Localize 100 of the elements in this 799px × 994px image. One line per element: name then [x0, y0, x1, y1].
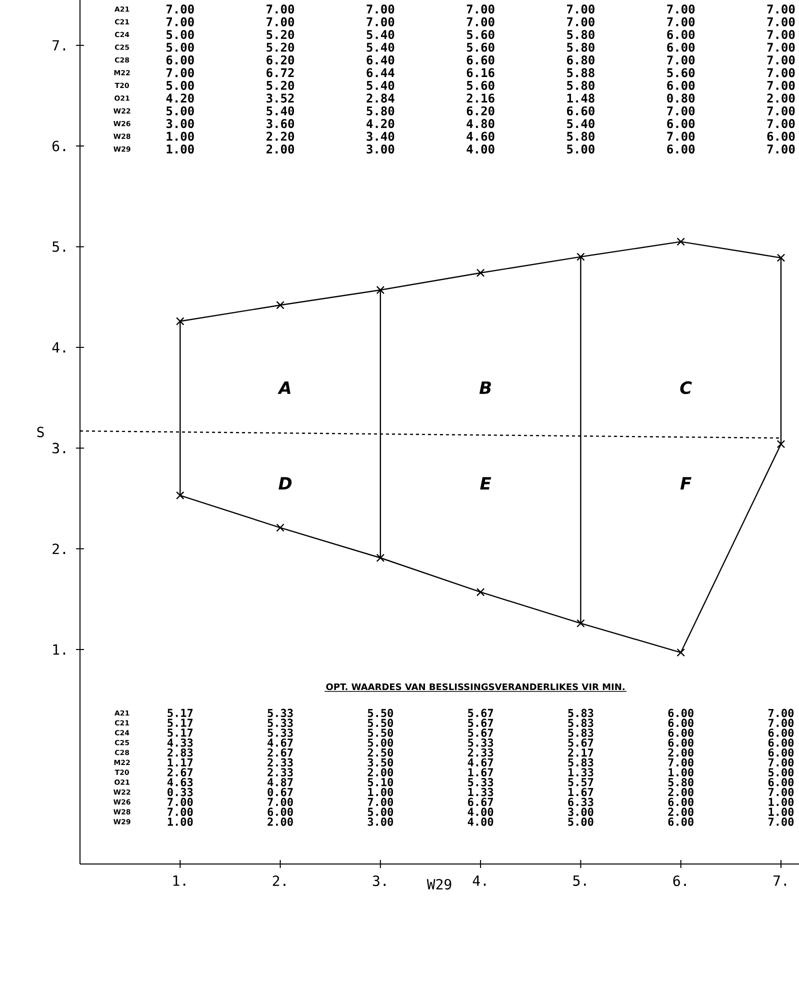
- annotation: 6.00: [668, 728, 694, 737]
- annotation: 2.67: [268, 748, 293, 757]
- annotation: 0.67: [268, 788, 293, 796]
- annotation: 3.00: [368, 818, 393, 826]
- annotation: 5.33: [468, 778, 494, 786]
- annotation: 6.00: [667, 144, 695, 154]
- annotation: 5.40: [567, 119, 594, 128]
- x-tick-label: 2.: [272, 876, 286, 886]
- x-tick-label: 5.: [573, 876, 586, 886]
- annotation: 5.40: [366, 80, 394, 90]
- annotation: 5.20: [266, 30, 294, 40]
- annotation: 7.00: [767, 55, 795, 65]
- annotation: 7.00: [266, 17, 294, 26]
- annotation: 5.20: [266, 80, 294, 90]
- annotation: 5.17: [168, 718, 193, 727]
- annotation: 5.17: [168, 708, 193, 718]
- annotation: 6.00: [768, 738, 794, 747]
- annotation: 6.20: [466, 106, 494, 116]
- annotation: 5.00: [368, 738, 393, 747]
- annotation: 5.80: [567, 42, 594, 52]
- annotation: 7.00: [768, 718, 794, 727]
- annotation: 1.17: [168, 758, 193, 766]
- annotation: 1.33: [468, 788, 494, 796]
- annotation: 7.00: [266, 4, 294, 14]
- annotation: 7.00: [767, 106, 795, 116]
- annotation: 5.83: [568, 708, 594, 718]
- annotation: 0.80: [667, 94, 695, 103]
- y-tick-label: 3.: [52, 442, 66, 454]
- annotation: 6.00: [667, 30, 695, 40]
- annotation: 6.00: [667, 119, 695, 128]
- annotation: 4.33: [167, 738, 193, 747]
- annotation: 3.00: [366, 144, 394, 154]
- annotation: 5.60: [466, 80, 494, 90]
- annotation: 2.33: [468, 748, 494, 757]
- annotation: 5.00: [166, 106, 194, 116]
- annotation: OPT. WAARDES VAN BESLISSINGSVERANDERLIKES VIR MIN.: [326, 683, 624, 690]
- annotation: 3.50: [368, 758, 393, 767]
- annotation: 1.00: [768, 798, 794, 806]
- x-tick-label: 6.: [673, 876, 686, 886]
- annotation: 7.00: [466, 17, 494, 26]
- annotation: 2.00: [266, 144, 294, 154]
- y-tick-label: 5.: [52, 242, 66, 252]
- annotation: 7.00: [466, 4, 494, 14]
- annotation: 2.00: [668, 808, 694, 816]
- annotation: 4.00: [468, 818, 494, 826]
- y-tick-label: 2.: [52, 544, 66, 554]
- annotation: 6.00: [768, 728, 794, 737]
- annotation: 5.60: [667, 68, 695, 78]
- annotation: 7.00: [768, 708, 794, 718]
- y-tick-label: 1.: [53, 644, 66, 655]
- annotation: 7.00: [268, 798, 293, 806]
- annotation: 4.60: [466, 132, 494, 141]
- annotation: 6.00: [768, 778, 794, 786]
- annotation: 5.67: [468, 718, 493, 727]
- annotation: 1.00: [668, 768, 694, 776]
- x-axis-title: W29: [426, 878, 452, 890]
- annotation: 7.00: [366, 17, 394, 26]
- annotation: 5.00: [567, 144, 594, 154]
- annotation: 2.17: [568, 748, 594, 757]
- annotation: 5.67: [468, 728, 493, 737]
- annotation: 6.44: [366, 68, 394, 78]
- annotation: 4.67: [468, 758, 493, 767]
- annotation: 6.00: [668, 798, 694, 806]
- annotation: 6.00: [166, 55, 194, 65]
- x-tick-label: 4.: [472, 876, 486, 886]
- annotation: 5.00: [166, 80, 194, 90]
- annotation: 4.20: [366, 119, 394, 128]
- annotation: 6.60: [567, 106, 594, 116]
- annotation: 5.40: [366, 42, 394, 52]
- annotation: 6.33: [568, 798, 594, 806]
- annotation: 5.00: [166, 30, 194, 40]
- annotation: 7.00: [667, 17, 695, 26]
- annotation: 7.00: [168, 798, 193, 806]
- annotation: 5.00: [166, 42, 194, 52]
- annotation: 4.67: [268, 738, 293, 747]
- annotation: 5.00: [568, 818, 594, 826]
- annotation: 6.60: [466, 55, 494, 65]
- annotation: 2.84: [366, 94, 394, 103]
- annotation: 6.00: [767, 132, 795, 141]
- annotation: 5.57: [568, 778, 594, 786]
- annotation: 6.00: [668, 718, 694, 728]
- annotation: 3.52: [266, 94, 294, 103]
- annotation: 7.00: [667, 106, 695, 116]
- annotation: 5.80: [567, 132, 594, 141]
- annotation: 5.83: [568, 728, 594, 737]
- annotation: C: [680, 381, 692, 394]
- annotation: 6.00: [768, 748, 794, 757]
- annotation: 4.80: [466, 119, 494, 128]
- annotation: 5.80: [668, 778, 694, 786]
- annotation: 7.00: [667, 4, 695, 14]
- annotation: 1.00: [166, 144, 194, 154]
- annotation: 7.00: [767, 144, 795, 154]
- annotation: 6.00: [668, 818, 694, 826]
- annotation: E: [480, 477, 492, 490]
- annotation: 1.00: [166, 132, 194, 141]
- x-tick-label: 7.: [774, 876, 786, 886]
- annotation: 2.00: [668, 748, 694, 757]
- annotation: 2.20: [266, 132, 294, 141]
- annotation: 7.00: [166, 17, 194, 26]
- annotation: 6.00: [268, 808, 293, 816]
